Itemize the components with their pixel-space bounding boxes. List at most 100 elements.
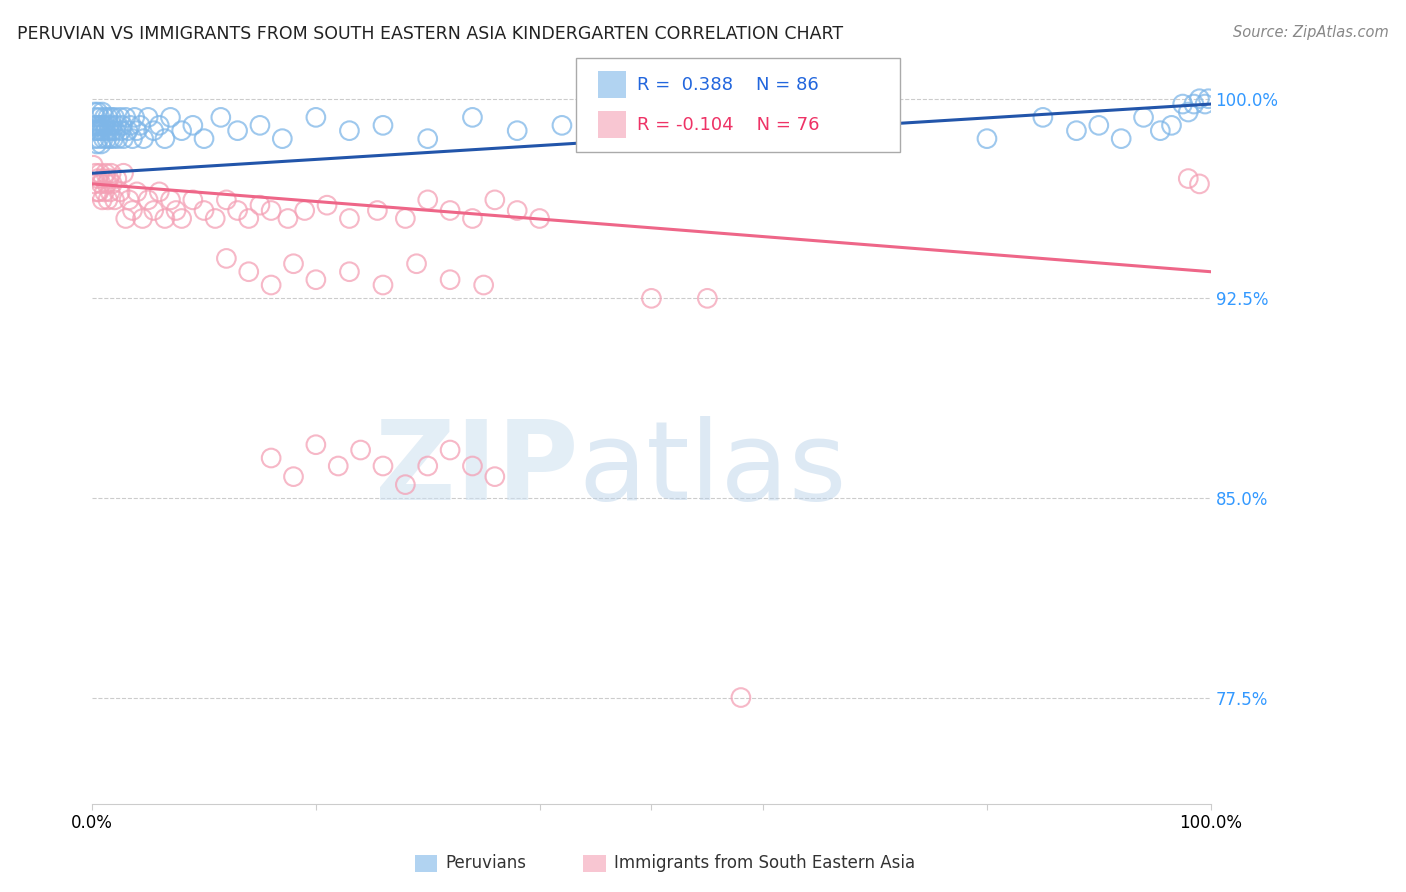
Point xyxy=(118,193,141,207)
Point xyxy=(215,252,238,266)
Point xyxy=(136,193,159,207)
Point xyxy=(105,119,128,133)
Text: R = -0.104    N = 76: R = -0.104 N = 76 xyxy=(637,116,820,134)
Point xyxy=(107,131,129,145)
Point xyxy=(82,119,104,133)
Point xyxy=(339,123,361,137)
Point xyxy=(976,131,998,145)
Point xyxy=(181,119,204,133)
Point xyxy=(640,291,662,305)
Point xyxy=(339,211,361,226)
Point xyxy=(111,119,134,133)
Point xyxy=(439,443,461,458)
Point xyxy=(249,198,271,212)
Point xyxy=(120,119,142,133)
Point xyxy=(101,119,124,133)
Text: PERUVIAN VS IMMIGRANTS FROM SOUTH EASTERN ASIA KINDERGARTEN CORRELATION CHART: PERUVIAN VS IMMIGRANTS FROM SOUTH EASTER… xyxy=(17,25,844,43)
Point xyxy=(97,111,120,125)
Point xyxy=(405,257,427,271)
Point xyxy=(84,111,107,125)
Point xyxy=(117,123,139,137)
Point xyxy=(89,123,111,137)
Point xyxy=(104,123,127,137)
Point xyxy=(112,131,135,145)
Point xyxy=(87,171,110,186)
Point xyxy=(153,211,176,226)
Text: R =  0.388    N = 86: R = 0.388 N = 86 xyxy=(637,76,818,94)
Point xyxy=(484,193,506,207)
Point xyxy=(238,211,260,226)
Point xyxy=(86,136,108,151)
Point xyxy=(226,123,249,137)
Point xyxy=(97,119,120,133)
Point xyxy=(640,111,662,125)
Point xyxy=(89,166,111,180)
Point xyxy=(129,119,152,133)
Point xyxy=(226,203,249,218)
Point xyxy=(696,291,718,305)
Text: atlas: atlas xyxy=(579,417,848,524)
Point xyxy=(283,469,305,483)
Text: ZIP: ZIP xyxy=(375,417,579,524)
Point xyxy=(114,111,136,125)
Point xyxy=(506,203,529,218)
Point xyxy=(371,119,394,133)
Point xyxy=(181,193,204,207)
Point xyxy=(136,111,159,125)
Point xyxy=(238,265,260,279)
Point xyxy=(103,193,125,207)
Point xyxy=(416,131,439,145)
Point xyxy=(148,119,170,133)
Point xyxy=(260,203,283,218)
Point xyxy=(260,450,283,465)
Point xyxy=(96,131,118,145)
Point xyxy=(472,278,495,293)
Point xyxy=(461,111,484,125)
Point xyxy=(730,690,752,705)
Point xyxy=(461,211,484,226)
Point xyxy=(112,166,135,180)
Text: Peruvians: Peruvians xyxy=(446,855,527,872)
Point xyxy=(595,131,617,145)
Point xyxy=(328,458,350,473)
Text: Source: ZipAtlas.com: Source: ZipAtlas.com xyxy=(1233,25,1389,40)
Point xyxy=(90,136,112,151)
Point xyxy=(94,119,117,133)
Point xyxy=(283,257,305,271)
Point xyxy=(97,123,120,137)
Point xyxy=(97,171,120,186)
Point xyxy=(204,211,226,226)
Point xyxy=(87,185,110,199)
Point xyxy=(90,119,112,133)
Point xyxy=(371,278,394,293)
Point xyxy=(484,469,506,483)
Point xyxy=(1032,111,1054,125)
Point xyxy=(101,177,124,191)
Point xyxy=(108,185,131,199)
Point xyxy=(86,185,108,199)
Point xyxy=(91,123,114,137)
Point xyxy=(1088,119,1111,133)
Point xyxy=(142,203,165,218)
Point xyxy=(91,105,114,120)
Point xyxy=(1182,97,1205,112)
Point xyxy=(1188,177,1211,191)
Point xyxy=(94,166,117,180)
Point xyxy=(260,278,283,293)
Point xyxy=(193,131,215,145)
Point xyxy=(100,111,122,125)
Point xyxy=(863,119,886,133)
Point xyxy=(121,203,143,218)
Point xyxy=(1160,119,1182,133)
Point xyxy=(277,211,299,226)
Point xyxy=(294,203,316,218)
Point xyxy=(366,203,388,218)
Point xyxy=(1177,105,1199,120)
Point xyxy=(83,177,105,191)
Point xyxy=(90,177,112,191)
Point xyxy=(87,123,110,137)
Point xyxy=(93,171,115,186)
Point xyxy=(394,211,416,226)
Point xyxy=(529,211,551,226)
Point xyxy=(153,131,176,145)
